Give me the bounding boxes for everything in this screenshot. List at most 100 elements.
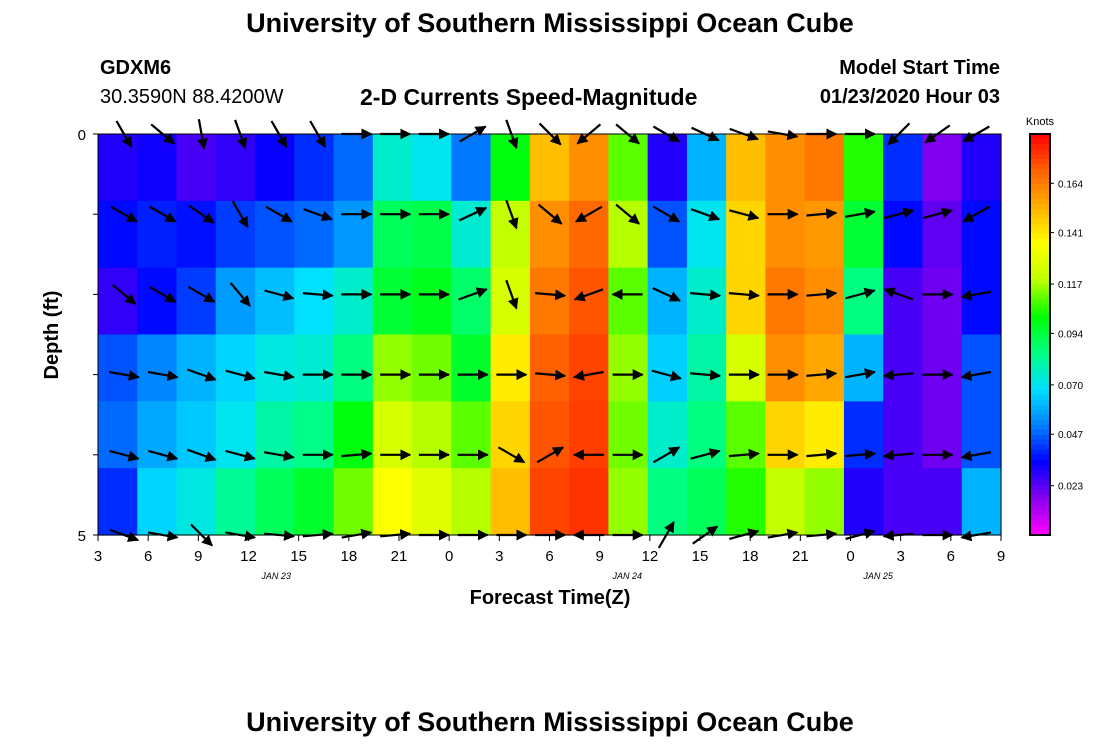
- heatmap-cell: [608, 134, 649, 202]
- x-tick-label: 21: [391, 548, 408, 565]
- current-arrow: [960, 370, 992, 381]
- colorbar-segment: [1030, 369, 1050, 376]
- colorbar-segment: [1030, 474, 1050, 481]
- heatmap-cell: [529, 267, 570, 336]
- x-tick-label: 6: [144, 548, 152, 565]
- colorbar-segment: [1030, 454, 1050, 461]
- current-arrow: [845, 368, 876, 380]
- heatmap-cell: [647, 134, 688, 202]
- colorbar-segment: [1030, 144, 1050, 150]
- heatmap-cell: [412, 134, 452, 202]
- colorbar-segment: [1030, 339, 1050, 346]
- current-arrow: [535, 289, 567, 301]
- x-tick-label: 0: [445, 548, 453, 565]
- colorbar-segment: [1030, 229, 1050, 235]
- x-tick-label: 18: [340, 548, 357, 565]
- current-arrow: [652, 287, 681, 302]
- heatmap-cell: [255, 468, 295, 536]
- current-arrow: [573, 288, 604, 302]
- current-arrow: [149, 285, 177, 303]
- heatmap-cell: [137, 334, 178, 402]
- heatmap-cell: [215, 468, 256, 536]
- x-tick-label: 12: [240, 548, 257, 565]
- colorbar-segment: [1030, 164, 1050, 170]
- heatmap-cell: [215, 267, 256, 336]
- colorbar-label: 0.047: [1058, 430, 1083, 441]
- colorbar-segment: [1030, 284, 1050, 290]
- current-arrow: [109, 370, 140, 381]
- heatmap-cell: [529, 200, 570, 269]
- heatmap-cell: [176, 468, 217, 536]
- colorbar-label: 0.117: [1058, 280, 1083, 291]
- heatmap-cell: [804, 267, 845, 336]
- colorbar-segment: [1030, 504, 1050, 511]
- heatmap-cell: [647, 334, 688, 402]
- current-arrow: [884, 207, 915, 220]
- colorbar-segment: [1030, 399, 1050, 406]
- colorbar-segment: [1030, 154, 1050, 160]
- colorbar-label: 0.023: [1058, 482, 1083, 493]
- heatmap-cell: [137, 134, 178, 202]
- station-id: GDXM6: [100, 57, 172, 79]
- colorbar-segment: [1030, 409, 1050, 416]
- colorbar-label: 0.141: [1058, 229, 1083, 240]
- heatmap-cell: [804, 401, 845, 469]
- heatmap-cell: [255, 267, 295, 336]
- current-arrow: [728, 448, 760, 460]
- heatmap-cell: [686, 267, 727, 336]
- heatmap-cell: [490, 468, 531, 536]
- heatmap-cell: [490, 401, 531, 469]
- colorbar-segment: [1030, 139, 1050, 145]
- heatmap-cell: [294, 267, 335, 336]
- heatmap-cell: [569, 468, 609, 536]
- heatmap-cell: [961, 401, 1002, 469]
- heatmap-cell: [451, 134, 492, 202]
- heatmap-cell: [922, 267, 963, 336]
- heatmap-cell: [883, 267, 924, 336]
- current-arrow: [960, 450, 992, 462]
- colorbar-segment: [1030, 269, 1050, 275]
- current-arrow: [537, 203, 563, 225]
- colorbar-segment: [1030, 299, 1050, 306]
- current-arrow: [806, 288, 838, 300]
- heatmap-cell: [333, 267, 374, 336]
- heatmap-cell: [569, 200, 609, 269]
- colorbar-segment: [1030, 294, 1050, 301]
- current-arrow: [574, 205, 603, 223]
- station-coordinates: 30.3590N 88.4200W: [100, 86, 284, 108]
- colorbar-segment: [1030, 374, 1050, 381]
- colorbar-segment: [1030, 214, 1050, 220]
- colorbar-unit: Knots: [1026, 116, 1055, 128]
- current-arrow: [110, 205, 138, 223]
- colorbar-segment: [1030, 359, 1050, 366]
- heatmap-cell: [804, 468, 845, 536]
- heatmap-cell: [569, 267, 609, 336]
- heatmap-cell: [647, 401, 688, 469]
- colorbar-segment: [1030, 364, 1050, 371]
- current-arrow: [882, 449, 914, 461]
- colorbar-segment: [1030, 289, 1050, 295]
- x-tick-label: 15: [290, 548, 307, 565]
- colorbar-segment: [1030, 414, 1050, 421]
- heatmap-cell: [647, 267, 688, 336]
- colorbar-segment: [1030, 204, 1050, 210]
- heatmap-cell: [608, 401, 649, 469]
- heatmap-cell: [451, 334, 492, 402]
- heatmap-cell: [765, 468, 806, 536]
- colorbar-segment: [1030, 384, 1050, 391]
- current-arrow: [845, 448, 877, 460]
- colorbar-segment: [1030, 484, 1050, 491]
- heatmap-cell: [883, 468, 924, 536]
- heatmap-cell: [922, 200, 963, 269]
- current-arrow: [265, 205, 293, 223]
- heatmap-cell: [647, 468, 688, 536]
- y-tick-label: 5: [78, 528, 86, 545]
- colorbar-segment: [1030, 434, 1050, 441]
- x-tick-label: 12: [641, 548, 658, 565]
- heatmap-cell: [843, 334, 884, 402]
- heatmap-cell: [726, 468, 767, 536]
- current-arrow: [962, 205, 990, 223]
- footer-title: University of Southern Mississippi Ocean…: [246, 707, 854, 737]
- x-tick-label: 6: [947, 548, 955, 565]
